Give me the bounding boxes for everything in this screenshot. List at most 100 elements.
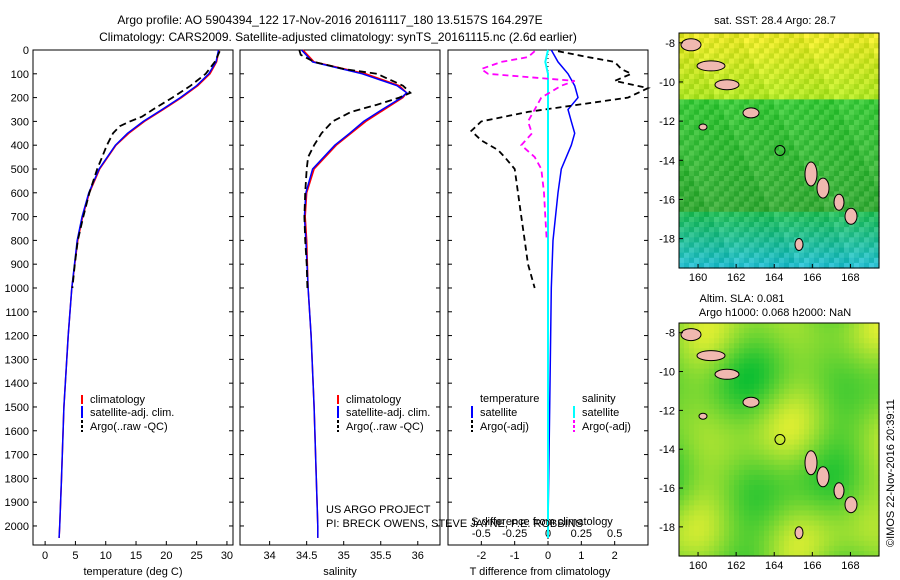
map-cell	[689, 150, 695, 157]
map-cell	[834, 409, 840, 415]
map-cell	[679, 232, 685, 238]
map-cell	[739, 181, 745, 187]
map-cell	[779, 53, 785, 60]
map-cell	[714, 510, 720, 517]
map-cell	[734, 160, 740, 167]
map-cell	[724, 114, 730, 121]
map-cell	[854, 78, 860, 85]
map-cell	[874, 242, 880, 249]
map-cell	[754, 358, 760, 365]
map-frame	[678, 322, 880, 557]
map-cell	[779, 33, 785, 39]
map-cell	[809, 216, 815, 223]
map-cell	[784, 323, 790, 329]
map-cell	[799, 480, 805, 486]
map-cell	[809, 257, 815, 264]
map-cell	[874, 550, 880, 557]
map-cell	[854, 73, 860, 80]
map-cell	[829, 53, 835, 60]
map-cell	[759, 145, 765, 152]
map-cell	[864, 114, 870, 121]
map-cell	[799, 353, 805, 360]
map-cell	[694, 464, 700, 471]
map-cell	[859, 388, 865, 395]
map-cell	[734, 58, 740, 65]
map-cell	[834, 145, 840, 152]
map-cell	[729, 383, 735, 390]
map-cell	[774, 545, 780, 552]
map-cell	[704, 43, 710, 49]
map-cell	[764, 459, 770, 466]
map-cell	[814, 343, 820, 349]
map-cell	[809, 196, 815, 203]
map-cell	[764, 378, 770, 385]
map-cell	[694, 429, 700, 436]
map-cell	[744, 358, 750, 365]
map-cell	[684, 464, 690, 471]
map-cell	[699, 99, 705, 106]
map-cell	[794, 500, 800, 506]
map-cell	[834, 48, 840, 55]
map-cell	[704, 485, 710, 491]
map-cell	[704, 550, 710, 557]
map-cell	[754, 485, 760, 491]
map-cell	[854, 388, 860, 395]
map-cell	[844, 43, 850, 49]
map-cell	[729, 140, 735, 146]
map-cell	[789, 89, 795, 95]
map-cell	[859, 211, 865, 218]
map-cell	[854, 109, 860, 116]
map-cell	[859, 338, 865, 344]
map-cell	[784, 525, 790, 532]
map-cell	[719, 145, 725, 152]
map-cell	[834, 247, 840, 254]
map-cell	[754, 78, 760, 85]
map-cell	[774, 434, 780, 441]
map-cell	[689, 53, 695, 60]
map-cell	[799, 383, 805, 390]
map-cell	[684, 165, 690, 172]
map-cell	[719, 429, 725, 436]
map-cell	[739, 480, 745, 486]
map-cell	[729, 114, 735, 121]
map-cell	[819, 540, 825, 547]
map-cell	[769, 201, 775, 208]
map-y-tick-label: -18	[659, 234, 675, 246]
map-cell	[829, 480, 835, 486]
map-cell	[729, 393, 735, 400]
map-cell	[789, 150, 795, 157]
map-cell	[869, 393, 875, 400]
map-cell	[829, 78, 835, 85]
map-cell	[829, 84, 835, 90]
map-cell	[699, 338, 705, 344]
map-cell	[724, 363, 730, 370]
map-cell	[859, 398, 865, 405]
map-cell	[699, 429, 705, 436]
map-cell	[849, 130, 855, 136]
map-cell	[744, 145, 750, 152]
map-cell	[854, 540, 860, 547]
map-cell	[779, 480, 785, 486]
map-cell	[839, 63, 845, 70]
map-cell	[784, 222, 790, 228]
map-cell	[849, 464, 855, 471]
map-cell	[714, 48, 720, 55]
map-cell	[749, 130, 755, 136]
map-cell	[854, 409, 860, 415]
map-cell	[719, 68, 725, 75]
map-cell	[734, 328, 740, 334]
map-cell	[744, 262, 750, 269]
map-cell	[864, 48, 870, 55]
map-cell	[789, 201, 795, 208]
map-cell	[699, 206, 705, 213]
map-cell	[774, 89, 780, 95]
map-cell	[684, 114, 690, 121]
map-cell	[834, 181, 840, 187]
map-cell	[864, 444, 870, 451]
map-cell	[854, 33, 860, 39]
map-cell	[694, 48, 700, 55]
map-cell	[689, 398, 695, 405]
map-cell	[759, 124, 765, 131]
map-cell	[809, 373, 815, 380]
map-cell	[859, 63, 865, 70]
